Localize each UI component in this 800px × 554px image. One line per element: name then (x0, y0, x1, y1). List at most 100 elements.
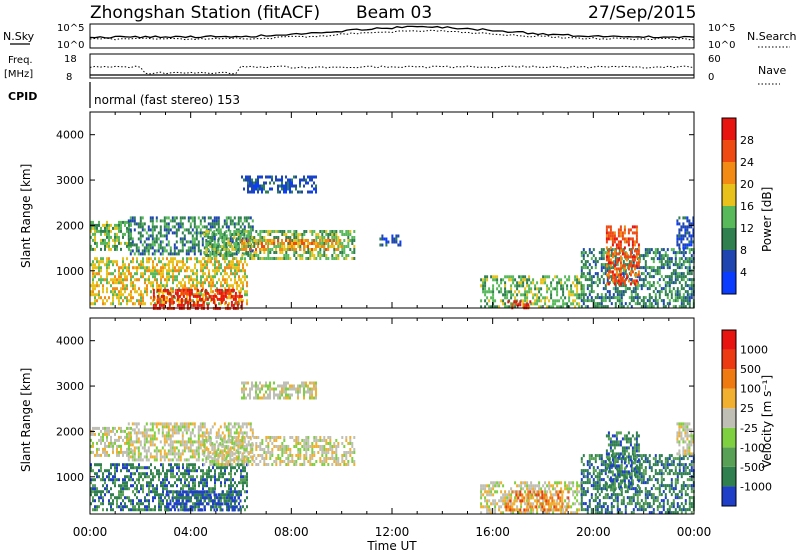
echo-cell (217, 445, 220, 448)
echo-cell (622, 260, 625, 264)
echo-cell (210, 469, 212, 473)
echo-cell (129, 237, 132, 241)
echo-cell (600, 266, 603, 270)
echo-cell (126, 426, 128, 430)
echo-cell (648, 305, 651, 309)
echo-cell (124, 296, 126, 300)
echo-cell (100, 296, 102, 300)
echo-cell (154, 487, 156, 491)
echo-cell (680, 275, 683, 279)
echo-cell (92, 226, 94, 230)
echo-cell (646, 254, 649, 258)
echo-cell (321, 245, 323, 248)
echo-cell (596, 305, 599, 309)
echo-cell (187, 422, 190, 426)
echo-cell (223, 233, 226, 236)
echo-cell (239, 442, 242, 445)
echo-cell (151, 428, 154, 432)
echo-cell (524, 296, 527, 300)
echo-cell (166, 288, 169, 292)
echo-cell (642, 278, 645, 282)
echo-cell (213, 451, 216, 454)
echo-cell (635, 264, 638, 268)
echo-cell (211, 257, 214, 260)
echo-cell (202, 281, 204, 285)
echo-cell (194, 463, 196, 467)
echo-cell (102, 435, 104, 439)
echo-cell (124, 429, 126, 433)
echo-cell (209, 442, 212, 445)
echo-cell (120, 302, 122, 306)
echo-cell (664, 254, 667, 258)
echo-cell (92, 450, 94, 454)
echo-cell (135, 437, 138, 441)
echo-cell (605, 237, 608, 241)
echo-cell (165, 234, 168, 238)
echo-cell (94, 293, 96, 297)
echo-cell (240, 472, 242, 476)
echo-cell (554, 287, 557, 291)
echo-cell (194, 266, 196, 270)
echo-cell (92, 478, 94, 482)
echo-cell (188, 275, 190, 279)
echo-cell (688, 219, 691, 223)
colorbar-segment (722, 206, 736, 228)
echo-cell (167, 502, 170, 506)
echo-cell (209, 242, 212, 245)
echo-cell (678, 293, 681, 297)
echo-cell (682, 272, 685, 276)
echo-cell (108, 453, 110, 457)
echo-cell (179, 458, 182, 462)
echo-cell (291, 239, 294, 242)
echo-cell (184, 478, 186, 482)
echo-cell (231, 252, 234, 256)
echo-cell (197, 440, 200, 444)
echo-cell (259, 248, 261, 251)
echo-cell (90, 284, 92, 288)
echo-cell (295, 239, 297, 242)
echo-cell (209, 493, 212, 497)
echo-cell (213, 460, 216, 463)
echo-cell (193, 225, 196, 229)
echo-cell (128, 266, 130, 270)
echo-cell (168, 481, 170, 485)
echo-cell (149, 219, 152, 223)
echo-cell (605, 282, 608, 286)
echo-cell (315, 239, 318, 242)
echo-cell (152, 275, 154, 279)
echo-cell (116, 447, 118, 451)
echo-cell (289, 230, 292, 233)
echo-cell (218, 297, 221, 301)
echo-cell (666, 281, 669, 285)
echo-cell (181, 216, 184, 220)
echo-cell (666, 302, 669, 306)
echo-cell (179, 249, 182, 253)
echo-cell (152, 287, 154, 291)
echo-cell (249, 248, 251, 251)
echo-cell (181, 246, 184, 250)
echo-cell (231, 458, 234, 462)
echo-cell (130, 466, 132, 470)
echo-cell (518, 275, 521, 279)
echo-cell (116, 247, 118, 251)
echo-cell (241, 431, 244, 435)
echo-cell (147, 225, 150, 229)
colorbar-segment (722, 162, 736, 184)
echo-cell (195, 458, 198, 462)
echo-cell (315, 187, 317, 191)
echo-cell (678, 266, 681, 270)
echo-cell (263, 251, 266, 254)
echo-cell (192, 293, 194, 297)
echo-cell (313, 239, 315, 242)
echo-cell (146, 290, 148, 294)
echo-cell (100, 229, 102, 233)
echo-cell (224, 469, 226, 473)
echo-cell (138, 478, 140, 482)
echo-cell (482, 284, 485, 288)
echo-cell (482, 281, 485, 285)
echo-cell (207, 228, 210, 232)
echo-cell (247, 440, 250, 444)
echo-cell (556, 287, 559, 291)
echo-cell (544, 299, 547, 303)
echo-cell (118, 275, 120, 279)
